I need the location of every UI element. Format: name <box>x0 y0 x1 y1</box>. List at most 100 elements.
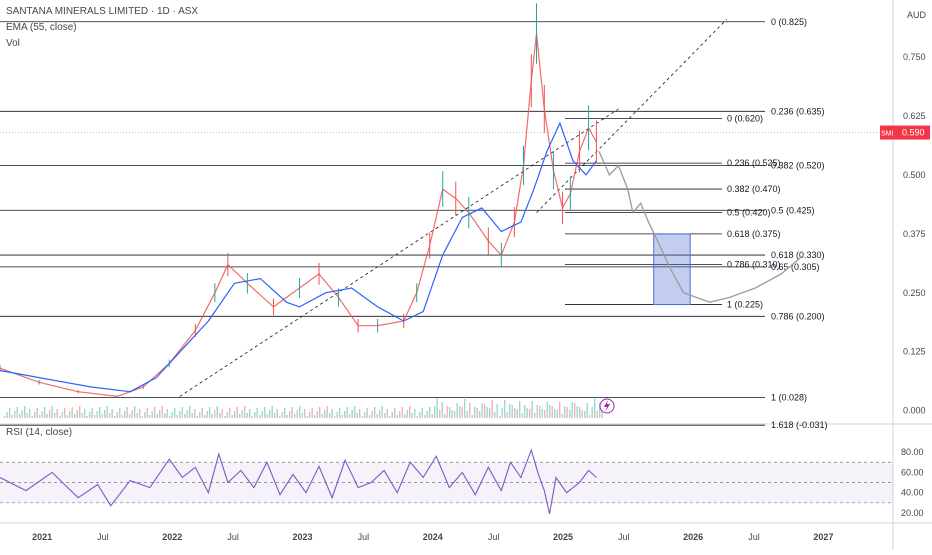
volume-bar <box>169 416 171 418</box>
volume-bar <box>44 407 46 418</box>
fib-long-label: 0 (0.825) <box>771 17 807 27</box>
volume-bar <box>511 405 513 418</box>
volume-bar <box>444 414 446 418</box>
volume-bar <box>426 411 428 418</box>
volume-bar <box>539 406 541 418</box>
volume-bar <box>469 403 471 418</box>
rsi-tick-label: 60.00 <box>901 467 924 477</box>
volume-bar <box>229 408 231 418</box>
current-price-symbol-badge <box>880 125 896 140</box>
volume-bar <box>461 407 463 418</box>
volume-bar <box>546 402 548 418</box>
volume-bar <box>24 406 26 418</box>
volume-bar <box>66 415 68 418</box>
volume-bar <box>396 415 398 418</box>
volume-bar <box>441 402 443 418</box>
volume-bar <box>151 411 153 418</box>
volume-bar <box>304 409 306 418</box>
current-price-badge <box>896 125 930 140</box>
volume-bar <box>251 416 253 418</box>
volume-bar <box>39 415 41 418</box>
volume-bar <box>184 414 186 418</box>
ema-legend[interactable]: EMA (55, close) <box>6 22 77 33</box>
volume-bar <box>96 411 98 418</box>
volume-bar <box>514 408 516 418</box>
vol-legend[interactable]: Vol <box>6 38 20 49</box>
volume-bar <box>586 403 588 418</box>
y-tick-label: 0.750 <box>903 52 926 62</box>
volume-bar <box>264 407 266 418</box>
volume-bar <box>329 413 331 418</box>
volume-bar <box>191 413 193 418</box>
volume-bar <box>194 409 196 418</box>
volume-bar <box>594 399 596 418</box>
volume-bar <box>189 406 191 418</box>
volume-bar <box>451 410 453 418</box>
volume-bar <box>491 400 493 418</box>
x-tick-label: 2025 <box>553 532 573 542</box>
volume-bar <box>401 407 403 418</box>
volume-bar <box>94 415 96 418</box>
volume-bar <box>266 414 268 418</box>
x-tick-label: Jul <box>618 532 630 542</box>
volume-bar <box>421 408 423 418</box>
volume-bar <box>564 406 566 418</box>
volume-bar <box>504 400 506 418</box>
volume-bar <box>534 413 536 418</box>
volume-bar <box>59 416 61 418</box>
volume-bar <box>536 405 538 418</box>
volume-bar <box>486 407 488 418</box>
volume-bar <box>581 410 583 418</box>
volume-bar <box>231 415 233 418</box>
volume-bar <box>254 412 256 418</box>
volume-bar <box>276 409 278 418</box>
volume-bar <box>36 408 38 418</box>
volume-bar <box>209 407 211 418</box>
volume-bar <box>121 415 123 418</box>
volume-bar <box>249 409 251 418</box>
volume-bar <box>261 411 263 418</box>
volume-bar <box>339 408 341 418</box>
volume-bar <box>91 408 93 418</box>
volume-bar <box>354 406 356 418</box>
price-axis-bg <box>893 0 932 550</box>
y-tick-label: 0.625 <box>903 111 926 121</box>
volume-bar <box>579 407 581 418</box>
volume-bar <box>204 415 206 418</box>
volume-bar <box>106 406 108 418</box>
volume-bar <box>274 413 276 418</box>
volume-bar <box>544 410 546 418</box>
volume-bar <box>291 407 293 418</box>
volume-bar <box>359 409 361 418</box>
volume-bar <box>394 408 396 418</box>
volume-bar <box>226 412 228 418</box>
volume-bar <box>71 407 73 418</box>
volume-bar <box>11 415 13 418</box>
volume-bar <box>131 410 133 418</box>
volume-bar <box>134 406 136 418</box>
volume-bar <box>271 406 273 418</box>
volume-bar <box>16 407 18 418</box>
volume-bar <box>181 407 183 418</box>
volume-bar <box>479 411 481 418</box>
volume-bar <box>114 416 116 418</box>
volume-bar <box>381 406 383 418</box>
volume-bar <box>139 409 141 418</box>
x-tick-label: 2024 <box>423 532 443 542</box>
fib-short-label: 0.236 (0.525) <box>727 158 781 168</box>
volume-bar <box>196 416 198 418</box>
volume-bar <box>466 411 468 418</box>
volume-bar <box>244 406 246 418</box>
x-tick-label: Jul <box>97 532 109 542</box>
volume-bar <box>341 415 343 418</box>
volume-bar <box>489 408 491 418</box>
volume-bar <box>259 415 261 418</box>
volume-bar <box>391 412 393 418</box>
rsi-legend[interactable]: RSI (14, close) <box>6 427 73 438</box>
volume-bar <box>296 410 298 418</box>
fib-short-label: 0 (0.620) <box>727 113 763 123</box>
volume-bar <box>311 408 313 418</box>
volume-bar <box>174 408 176 418</box>
